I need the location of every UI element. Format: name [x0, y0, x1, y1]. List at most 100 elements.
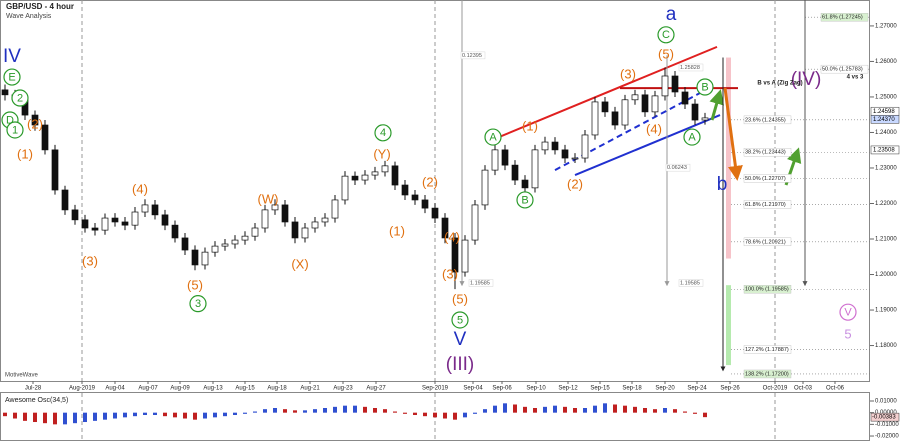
candle-body: [221, 243, 229, 247]
osc-bar: [223, 412, 227, 417]
osc-y-tick-label: -0.01000: [875, 422, 899, 428]
wave-label-circle: [6, 121, 24, 139]
osc-last-label: -0.00383: [872, 415, 896, 421]
osc-bar: [513, 404, 517, 413]
value-tag: 0.06243: [667, 165, 687, 171]
osc-y-tick-label: -0.02000: [875, 434, 899, 440]
wave-label: (3): [82, 254, 98, 269]
candle-body: [111, 217, 119, 223]
osc-title: Awesome Osc(34,5): [5, 397, 68, 404]
trend-line: [491, 45, 718, 141]
osc-bar: [523, 406, 527, 413]
x-tick-label: Sep-12: [558, 386, 578, 392]
candle-body: [341, 175, 349, 201]
candle-body: [321, 217, 329, 223]
osc-bar: [493, 405, 497, 413]
wave-label: 3: [195, 298, 201, 310]
osc-bar: [113, 412, 117, 419]
candle-body: [421, 199, 429, 209]
osc-bar: [233, 412, 237, 416]
x-tick-label: Aug-27: [366, 386, 386, 392]
fib-label-box: [743, 148, 792, 157]
candle-body: [211, 245, 219, 253]
candle-body: [201, 251, 209, 266]
osc-bar: [33, 412, 37, 423]
candle-body: [521, 179, 529, 189]
x-tick-label: Aug-18: [267, 386, 287, 392]
wave-label-circle: [657, 26, 675, 44]
candle-body: [661, 75, 669, 97]
x-tick-label: Sep-20: [655, 386, 675, 392]
osc-bar: [93, 412, 97, 421]
candle-body: [361, 174, 369, 181]
candle-body: [141, 204, 149, 213]
value-tag-box: [665, 163, 691, 172]
price-tag-box: [870, 115, 900, 124]
wave-label-circle: [11, 89, 29, 107]
wave-label: (IV): [791, 69, 822, 90]
candle-body: [481, 169, 489, 206]
fib-label-box: [743, 237, 792, 247]
candle-body: [561, 149, 569, 159]
osc-panel-frame: [0, 392, 870, 441]
osc-bar: [253, 411, 257, 413]
y-tick-label: 1.26000: [875, 59, 897, 65]
osc-bar: [593, 405, 597, 413]
candle-body: [461, 239, 469, 273]
candle-body: [181, 237, 189, 251]
osc-bar: [133, 412, 137, 417]
candle-body: [571, 157, 579, 160]
osc-bar: [483, 409, 487, 413]
osc-bar: [203, 412, 207, 419]
wave-label: 5: [457, 314, 463, 326]
fib-label-box: [743, 200, 792, 209]
value-tag-box: [460, 51, 486, 60]
osc-bar: [103, 412, 107, 420]
osc-bar: [213, 412, 217, 418]
candle-body: [671, 75, 679, 93]
fib-label: 38.2% (1.23443): [745, 150, 786, 156]
osc-bar: [683, 411, 687, 413]
wave-label-circle: [189, 295, 207, 313]
x-tick-label: Sep-10: [526, 386, 546, 392]
wave-label: (1): [17, 146, 33, 161]
candle-body: [31, 114, 39, 126]
candle-body: [231, 239, 239, 245]
osc-bar: [623, 405, 627, 413]
x-tick-label: Oct-03: [794, 386, 813, 392]
candle-body: [551, 141, 559, 151]
osc-bar: [363, 406, 367, 413]
fib-label: 100.0% (1.19585): [745, 287, 789, 293]
candle-body: [391, 165, 399, 186]
wave-label: (5): [452, 292, 468, 307]
candle-body: [101, 217, 109, 231]
wave-label: (5): [658, 46, 674, 61]
osc-bar: [433, 412, 437, 418]
candle-layer: [1, 67, 709, 425]
candle-body: [491, 149, 499, 171]
osc-bar: [313, 409, 317, 413]
osc-bar: [403, 412, 407, 414]
trend-line: [574, 114, 721, 177]
price-tag-label: 1.23508: [873, 148, 895, 154]
candle-body: [1, 89, 9, 96]
osc-bar: [383, 409, 387, 413]
wave-label-circle: [484, 128, 502, 146]
wave-label: 1: [12, 124, 18, 136]
fib-label-box: [820, 13, 869, 22]
x-tick-label: Aug-04: [105, 386, 125, 392]
y-tick-label: 1.25000: [875, 95, 897, 101]
fib-label: 50.0% (1.25783): [822, 67, 863, 73]
value-tag-box: [678, 279, 704, 287]
candle-body: [451, 237, 459, 273]
wave-label-circle: [516, 191, 534, 209]
fib-label: 78.6% (1.20921): [745, 239, 786, 245]
y-tick-label: 1.27000: [875, 24, 897, 30]
candle-body: [501, 149, 509, 166]
grid-layer: [81, 0, 776, 440]
candle-body: [691, 103, 699, 121]
wave-label: (3): [442, 266, 458, 281]
fib-label-box: [743, 369, 792, 379]
osc-bar: [663, 408, 667, 413]
